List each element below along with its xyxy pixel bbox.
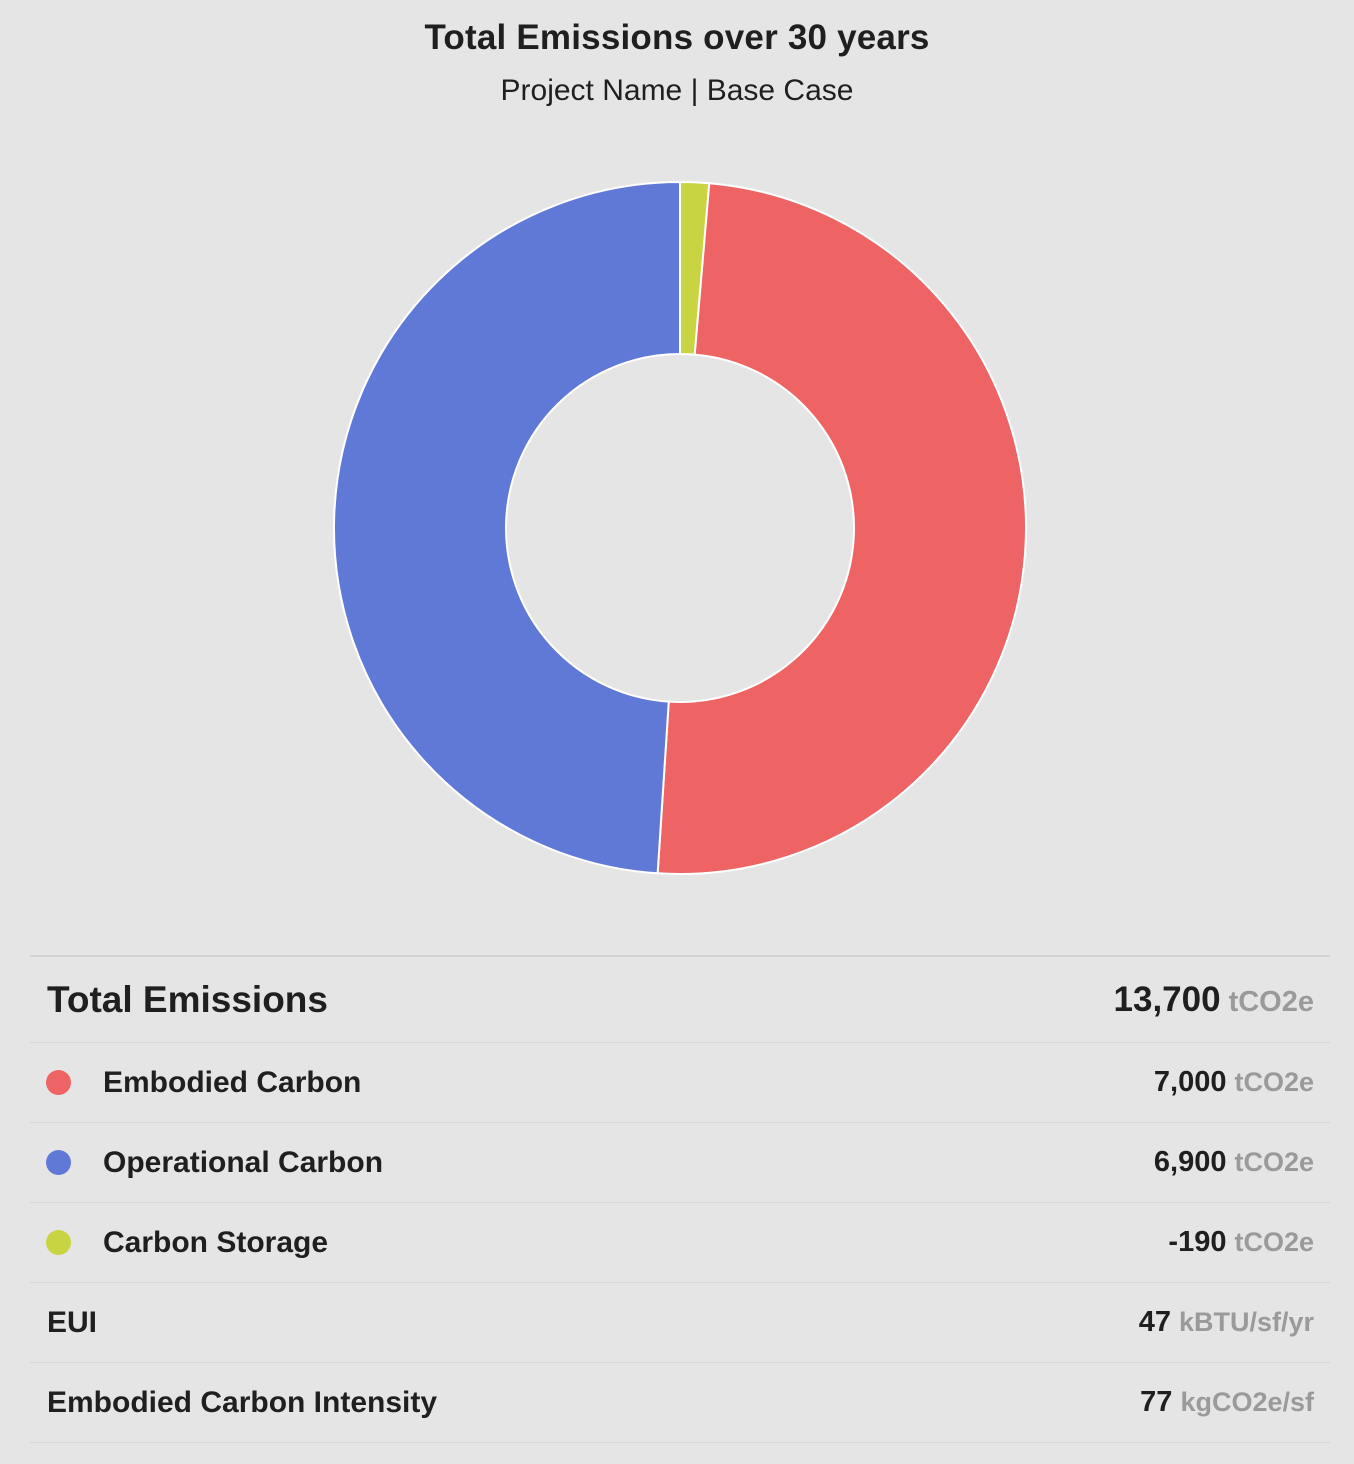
operational-carbon-value: 6,900 xyxy=(1153,1146,1227,1178)
embodied-carbon-label: Embodied Carbon xyxy=(103,1065,362,1099)
embodied-carbon-intensity-value: 77 xyxy=(1140,1386,1173,1418)
donut-slice-operational-carbon[interactable] xyxy=(333,180,681,875)
embodied-carbon-value: 7,000 xyxy=(1153,1066,1227,1098)
eui-value: 47 xyxy=(1138,1306,1171,1338)
emissions-summary-table: Total Emissions 13,700 tCO2e Embodied Car… xyxy=(30,955,1330,1443)
total-emissions-label: Total Emissions xyxy=(47,978,328,1020)
embodied-carbon-legend-dot xyxy=(46,1070,71,1095)
donut-chart xyxy=(333,180,1027,875)
embodied-carbon-intensity-unit: kgCO2e/sf xyxy=(1180,1387,1314,1417)
embodied-carbon-intensity-row: Embodied Carbon Intensity 77 kgCO2e/sf xyxy=(30,1363,1330,1443)
carbon-storage-unit: tCO2e xyxy=(1234,1227,1314,1257)
carbon-storage-label: Carbon Storage xyxy=(103,1225,329,1259)
operational-carbon-label: Operational Carbon xyxy=(103,1145,384,1179)
embodied-carbon-row: Embodied Carbon 7,000 tCO2e xyxy=(30,1043,1330,1123)
embodied-carbon-intensity-label: Embodied Carbon Intensity xyxy=(47,1385,438,1419)
total-emissions-value: 13,700 xyxy=(1113,979,1221,1019)
eui-unit: kBTU/sf/yr xyxy=(1178,1307,1314,1337)
eui-label: EUI xyxy=(47,1305,98,1339)
carbon-storage-value: -190 xyxy=(1168,1226,1227,1258)
embodied-carbon-unit: tCO2e xyxy=(1234,1067,1314,1097)
carbon-storage-row: Carbon Storage -190 tCO2e xyxy=(30,1203,1330,1283)
carbon-storage-legend-dot xyxy=(46,1230,71,1255)
chart-title: Total Emissions over 30 years xyxy=(424,18,930,57)
total-emissions-row: Total Emissions 13,700 tCO2e xyxy=(30,957,1330,1043)
total-emissions-unit: tCO2e xyxy=(1228,985,1314,1018)
operational-carbon-legend-dot xyxy=(46,1150,71,1175)
donut-slice-embodied-carbon[interactable] xyxy=(656,182,1027,875)
chart-subtitle: Project Name | Base Case xyxy=(500,74,854,107)
operational-carbon-unit: tCO2e xyxy=(1234,1147,1314,1177)
operational-carbon-row: Operational Carbon 6,900 tCO2e xyxy=(30,1123,1330,1203)
eui-row: EUI 47 kBTU/sf/yr xyxy=(30,1283,1330,1363)
